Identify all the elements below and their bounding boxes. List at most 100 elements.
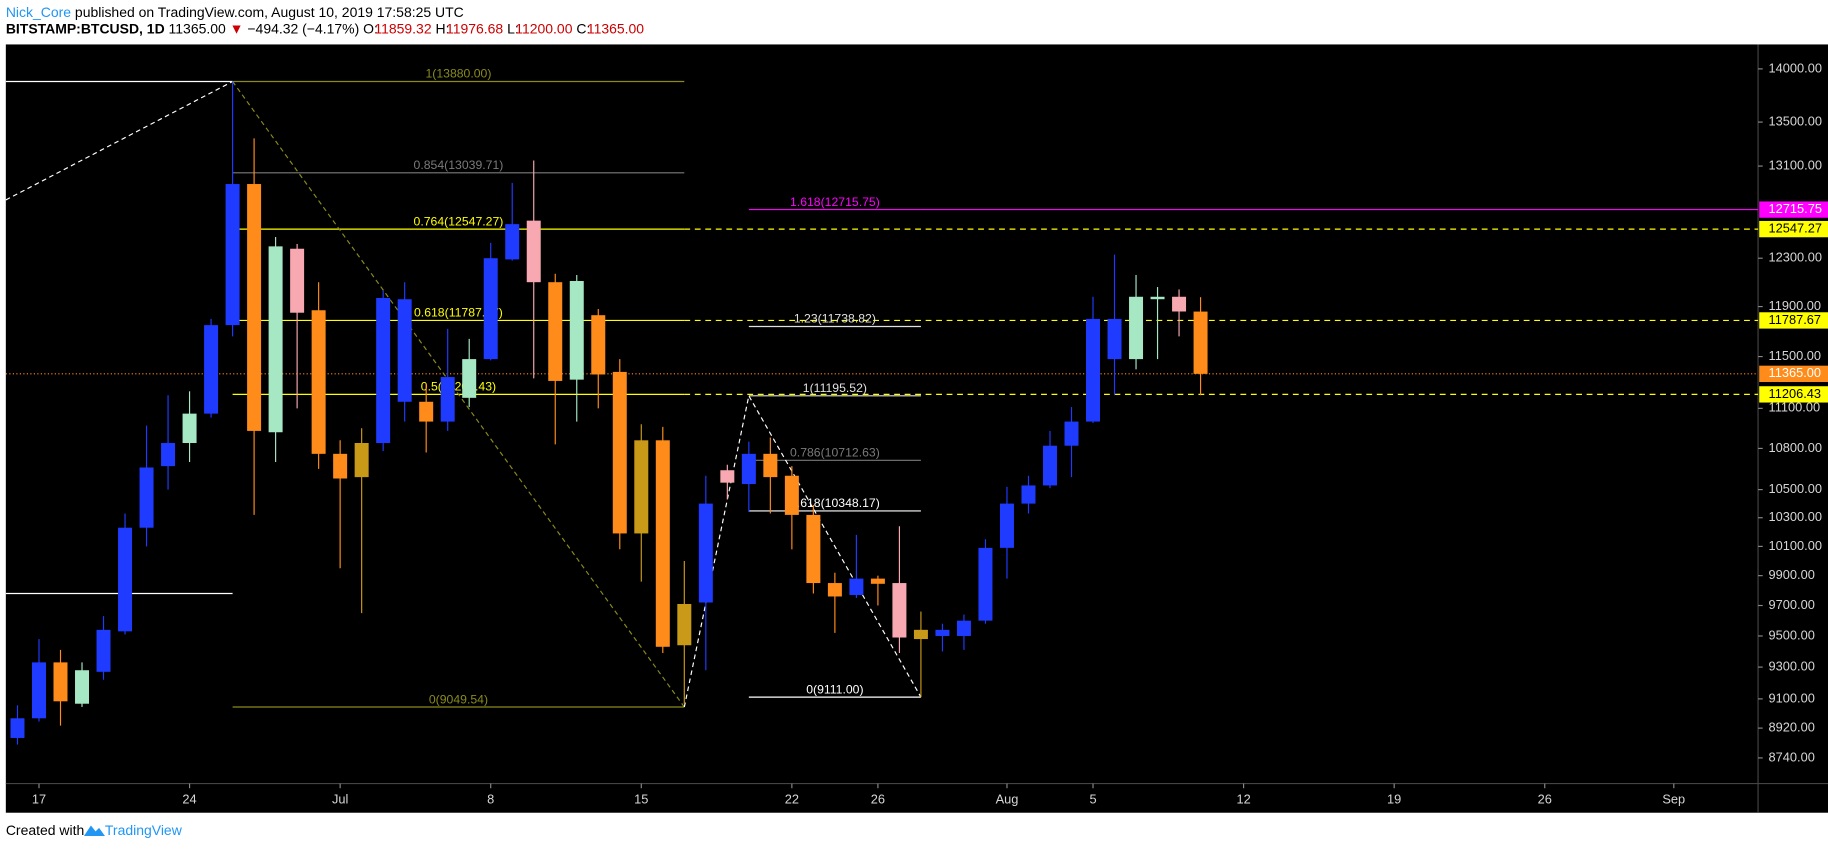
y-tick-label: 9700.00 xyxy=(1769,597,1815,612)
footer-brand[interactable]: TradingView xyxy=(105,822,183,838)
candle-body xyxy=(290,248,305,313)
candle-body xyxy=(634,440,649,534)
candle-body xyxy=(591,315,606,375)
candle-body xyxy=(397,299,412,402)
price-tag-label: 12547.27 xyxy=(1769,220,1822,235)
x-tick-label: 19 xyxy=(1387,791,1401,806)
legend-change: −494.32 (−4.17%) xyxy=(247,20,359,36)
y-tick-label: 14000.00 xyxy=(1769,60,1822,75)
legend-key: L: xyxy=(507,20,519,36)
trend-line xyxy=(232,81,685,708)
trend-line xyxy=(5,80,233,201)
fib-label: 1.23(11738.82) xyxy=(794,312,876,326)
candle-body xyxy=(999,503,1014,548)
y-tick-label: 10300.00 xyxy=(1769,509,1822,524)
candle-body xyxy=(698,503,713,603)
candle-body xyxy=(1086,318,1101,422)
candle-body xyxy=(1021,485,1036,504)
price-tag xyxy=(1759,386,1828,403)
candle-body xyxy=(204,325,219,414)
trend-line xyxy=(683,394,922,708)
publish-line: Nick_Core published on TradingView.com, … xyxy=(6,4,464,20)
candle-body xyxy=(1064,421,1079,446)
candle-body xyxy=(96,629,111,672)
y-tick-label: 10500.00 xyxy=(1769,481,1822,496)
candle-body xyxy=(763,453,778,478)
footer-text: Created with xyxy=(6,822,84,838)
x-tick-label: 26 xyxy=(1538,791,1552,806)
candle-body xyxy=(935,629,950,636)
candle-body xyxy=(462,359,477,398)
candle-body xyxy=(913,629,928,640)
fib-label: 0(9111.00) xyxy=(806,682,863,696)
candle-body xyxy=(31,662,46,719)
x-tick-label: 5 xyxy=(1089,791,1096,806)
fib-label: 1(11195.52) xyxy=(803,381,867,395)
legend-value: 11365.00 xyxy=(587,20,644,36)
candle-body xyxy=(870,578,885,584)
price-tag-label: 11206.43 xyxy=(1769,386,1822,401)
candle-body xyxy=(806,514,821,584)
candle-body xyxy=(526,220,541,283)
y-tick-label: 11100.00 xyxy=(1769,400,1821,415)
legend-arrow: ▼ xyxy=(230,20,244,36)
candle-body xyxy=(376,297,391,444)
candle-body xyxy=(505,224,520,260)
candle-body xyxy=(440,377,455,422)
legend-value: 11200.00 xyxy=(515,20,572,36)
fib-label: 0.618(11787.67) xyxy=(414,306,503,320)
candle-body xyxy=(139,467,154,528)
candle-body xyxy=(419,401,434,422)
legend-line: BITSTAMP:BTCUSD, 1D 11365.00 ▼ −494.32 (… xyxy=(6,20,644,36)
candle-body xyxy=(978,547,993,621)
x-tick-label: 24 xyxy=(182,791,196,806)
candle-body xyxy=(655,440,670,647)
x-tick-label: 8 xyxy=(487,791,494,806)
candle-body xyxy=(1150,296,1165,300)
x-tick-label: 17 xyxy=(32,791,46,806)
price-tag xyxy=(1759,312,1828,329)
candle-body xyxy=(741,453,756,485)
candle-body xyxy=(225,184,240,326)
published: published on TradingView.com, August 10,… xyxy=(71,4,464,20)
y-tick-label: 9900.00 xyxy=(1769,567,1815,582)
candle-body xyxy=(612,371,627,534)
price-tag xyxy=(1759,365,1828,382)
fib-label: 0(9049.54) xyxy=(429,692,488,706)
price-tag-label: 11787.67 xyxy=(1769,312,1822,327)
candle-body xyxy=(483,258,498,360)
fib-label: 0.5(11206.43) xyxy=(421,380,496,394)
y-tick-label: 12300.00 xyxy=(1769,250,1822,265)
candle-body xyxy=(677,603,692,646)
y-tick-label: 9500.00 xyxy=(1769,627,1815,642)
x-tick-label: Jul xyxy=(332,791,348,806)
candle-body xyxy=(247,184,262,431)
candle-body xyxy=(268,246,283,433)
y-tick-label: 9300.00 xyxy=(1769,658,1815,673)
fib-label: 0.764(12547.27) xyxy=(414,214,504,228)
legend-value: 11976.68 xyxy=(446,20,503,36)
price-tag xyxy=(1759,201,1828,218)
candle-body xyxy=(720,470,735,483)
candle-body xyxy=(892,583,907,638)
fib-label: 0.854(13039.71) xyxy=(414,158,504,172)
candle-body xyxy=(956,620,971,636)
candle-body xyxy=(182,413,197,444)
y-tick-label: 13100.00 xyxy=(1769,157,1822,172)
brand-logo xyxy=(83,825,105,837)
candle-body xyxy=(1193,311,1208,374)
price-tag xyxy=(1759,220,1828,238)
candle-body xyxy=(1129,296,1144,360)
author[interactable]: Nick_Core xyxy=(6,4,71,20)
candle-body xyxy=(1042,445,1057,486)
y-tick-label: 9100.00 xyxy=(1769,690,1815,705)
x-tick-label: Sep xyxy=(1662,791,1685,806)
candle-body xyxy=(118,527,133,632)
y-tick-label: 13500.00 xyxy=(1769,113,1822,128)
y-tick-label: 10800.00 xyxy=(1769,440,1822,455)
legend-price: 11365.00 xyxy=(169,20,226,36)
candle-body xyxy=(10,718,25,738)
price-tag-label: 12715.75 xyxy=(1769,201,1822,216)
